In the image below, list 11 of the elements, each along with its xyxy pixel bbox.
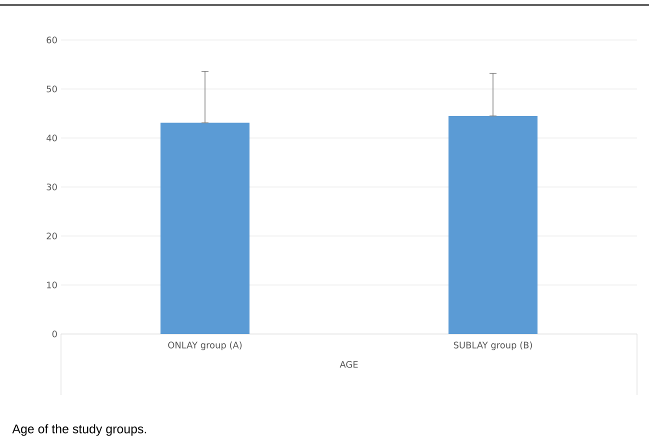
x-tick-label: SUBLAY group (B) <box>454 342 532 350</box>
y-tick-label: 30 <box>46 184 57 190</box>
y-tick-label: 50 <box>46 86 57 92</box>
y-tick-label: 20 <box>46 232 57 240</box>
x-tick-label: ONLAY group (A) <box>168 342 242 350</box>
x-axis-title: AGE <box>340 361 358 368</box>
y-tick-label: 0 <box>52 330 57 338</box>
y-tick-label: 60 <box>46 36 57 44</box>
text: Age of the study groups. <box>12 424 146 436</box>
y-tick-label: 10 <box>47 282 57 288</box>
y-tick-label: 40 <box>46 134 57 142</box>
